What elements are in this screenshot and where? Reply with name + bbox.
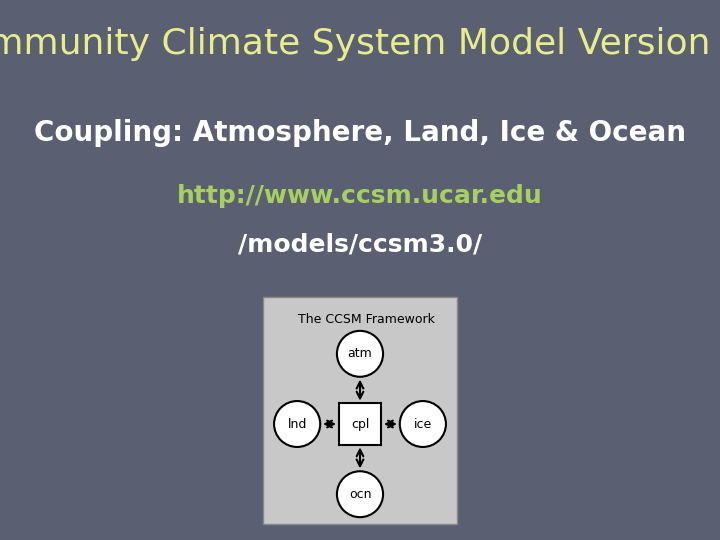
FancyBboxPatch shape: [264, 297, 456, 524]
Text: Coupling: Atmosphere, Land, Ice & Ocean: Coupling: Atmosphere, Land, Ice & Ocean: [34, 119, 686, 147]
Text: Community Climate System Model Version 3.0: Community Climate System Model Version 3…: [0, 27, 720, 61]
Text: The CCSM Framework: The CCSM Framework: [298, 313, 435, 326]
FancyBboxPatch shape: [339, 403, 381, 444]
Text: cpl: cpl: [351, 417, 369, 430]
Ellipse shape: [400, 401, 446, 447]
Ellipse shape: [337, 471, 383, 517]
Text: ocn: ocn: [348, 488, 372, 501]
Text: /models/ccsm3.0/: /models/ccsm3.0/: [238, 232, 482, 256]
Ellipse shape: [274, 401, 320, 447]
Text: lnd: lnd: [287, 417, 307, 430]
Ellipse shape: [337, 331, 383, 377]
Text: http://www.ccsm.ucar.edu: http://www.ccsm.ucar.edu: [177, 184, 543, 207]
Text: atm: atm: [348, 347, 372, 360]
Text: ice: ice: [414, 417, 432, 430]
